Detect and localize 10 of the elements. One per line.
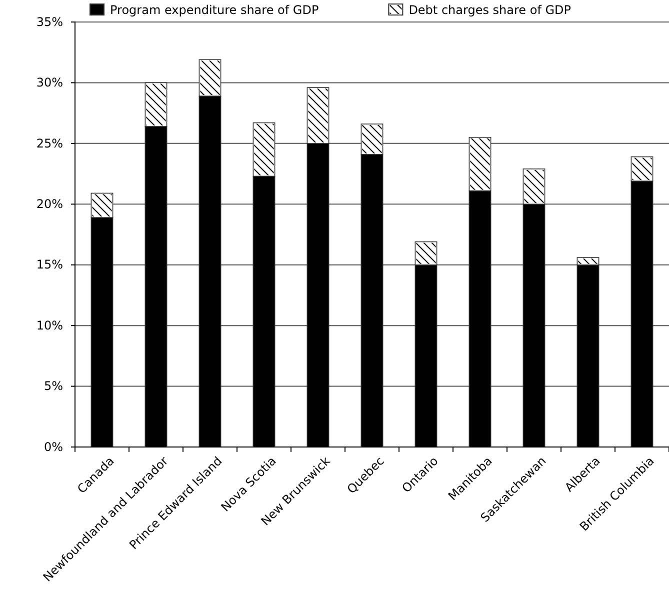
y-tick-label: 25% [36,136,63,150]
legend-label: Debt charges share of GDP [408,3,572,17]
y-tick-label: 0% [44,440,63,454]
legend-label: Program expenditure share of GDP [110,3,319,17]
y-tick-label: 5% [44,379,63,394]
y-tick-label: 20% [36,196,63,211]
y-tick-label: 10% [36,318,63,332]
y-tick-label: 30% [36,76,63,90]
y-tick-label: 15% [36,258,63,272]
y-tick-label: 35% [36,14,63,29]
